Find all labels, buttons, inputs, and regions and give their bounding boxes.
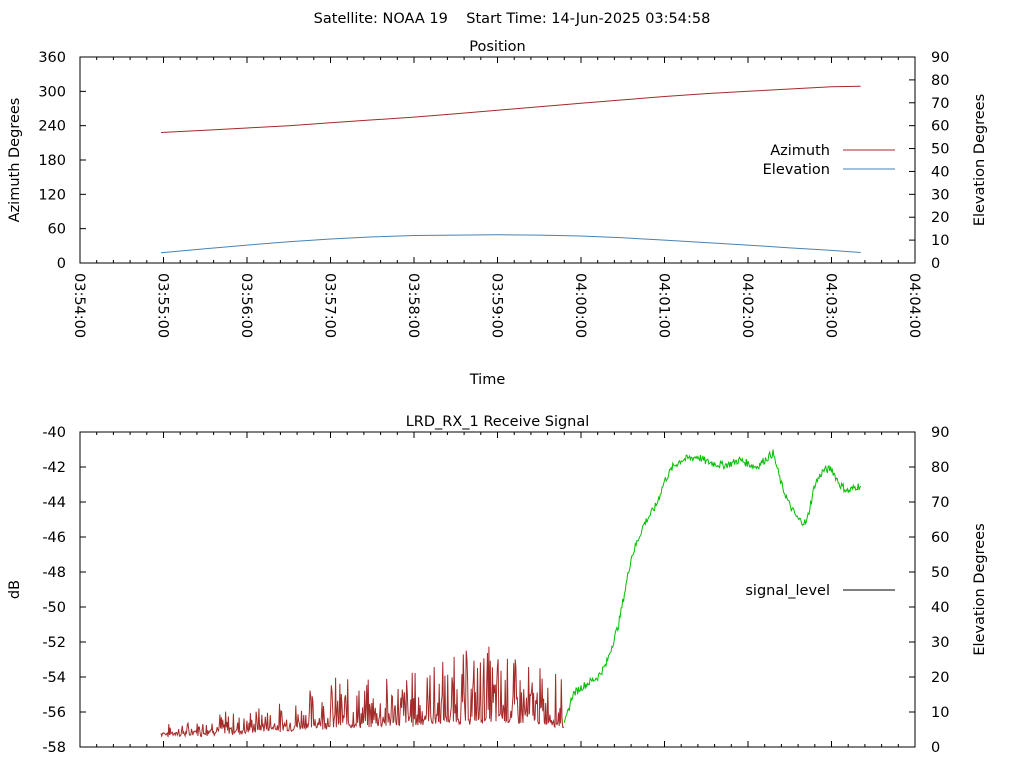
signal-y2-tick-label: 30 xyxy=(931,635,949,651)
signal-y2-tick-label: 10 xyxy=(931,705,949,721)
position-y2-tick-label: 10 xyxy=(931,233,949,249)
position-y-tick-label: 300 xyxy=(38,84,66,100)
position-plot-frame xyxy=(79,56,916,264)
signal-title: LRD_RX_1 Receive Signal xyxy=(406,414,590,430)
signal-y-axis-label: dB xyxy=(7,580,23,599)
position-x-tick-label: 03:57:00 xyxy=(322,273,338,338)
position-y2-tick-label: 30 xyxy=(931,187,949,203)
signal-y-tick-label: -40 xyxy=(42,425,66,441)
position-y-tick-label: 180 xyxy=(38,153,66,169)
legend-label-elevation: Elevation xyxy=(763,162,830,178)
position-x-tick-label: 03:55:00 xyxy=(155,273,171,338)
series-line-elevation xyxy=(160,234,861,254)
signal-level-line-segment-1 xyxy=(160,646,565,738)
position-y2-tick-label: 50 xyxy=(931,142,949,158)
signal-y2-axis-label: Elevation Degrees xyxy=(972,523,988,655)
position-x-tick-label: 03:59:00 xyxy=(489,273,505,338)
position-x-axis-label: Time xyxy=(469,372,506,388)
position-y2-tick-label: 90 xyxy=(931,50,949,66)
receive-signal-plot: LRD_RX_1 Receive Signal -40 -42 -44 -46 -48 -5… xyxy=(7,414,988,756)
position-y2-tick-label: 40 xyxy=(931,164,949,180)
position-x-tick-label: 04:03:00 xyxy=(823,273,839,338)
signal-y2-tick-label: 40 xyxy=(931,600,949,616)
legend-label-azimuth: Azimuth xyxy=(770,143,830,159)
position-y-tick-label: 240 xyxy=(38,119,66,135)
chart-header: Satellite: NOAA 19 Start Time: 14-Jun-20… xyxy=(314,11,711,27)
position-y2-tick-label: 0 xyxy=(931,256,940,272)
position-x-tick-label: 03:56:00 xyxy=(238,273,254,338)
position-plot: Position 03:54:00 03:55:00 03:56:00 03:57:00… xyxy=(7,39,988,388)
signal-y-tick-label: -42 xyxy=(42,460,66,476)
series-line-azimuth xyxy=(160,85,861,133)
position-y2-tick-label: 70 xyxy=(931,96,949,112)
position-y-tick-label: 120 xyxy=(38,187,66,203)
position-y-tick-label: 360 xyxy=(38,50,66,66)
position-y-tick-label: 0 xyxy=(57,256,66,272)
signal-y-tick-label: -54 xyxy=(42,670,66,686)
position-y2-tick-label: 20 xyxy=(931,210,949,226)
position-x-tick-label: 04:01:00 xyxy=(656,273,672,338)
signal-y-tick-label: -46 xyxy=(42,530,66,546)
position-x-tick-label: 04:00:00 xyxy=(572,273,588,338)
legend-label-signal-level: signal_level xyxy=(745,583,830,599)
signal-y-tick-label: -50 xyxy=(42,600,66,616)
signal-y-tick-label: -44 xyxy=(42,495,66,511)
signal-y-tick-label: -48 xyxy=(42,565,66,581)
signal-y2-tick-label: 90 xyxy=(931,425,949,441)
signal-y2-tick-label: 80 xyxy=(931,460,949,476)
signal-y-tick-label: -52 xyxy=(42,635,66,651)
position-x-tick-label: 03:54:00 xyxy=(71,273,87,338)
position-y-axis-label: Azimuth Degrees xyxy=(7,98,23,223)
position-y2-axis-label: Elevation Degrees xyxy=(972,94,988,226)
signal-y2-tick-label: 50 xyxy=(931,565,949,581)
position-title: Position xyxy=(469,39,525,55)
signal-y-tick-label: -56 xyxy=(42,705,66,721)
position-x-tick-label: 04:04:00 xyxy=(906,273,922,338)
position-y2-tick-label: 80 xyxy=(931,73,949,89)
position-y2-tick-label: 60 xyxy=(931,119,949,135)
position-y-tick-label: 60 xyxy=(48,222,66,238)
signal-level-line-segment-2 xyxy=(563,449,862,723)
position-x-tick-label: 04:02:00 xyxy=(739,273,755,338)
signal-y2-tick-label: 60 xyxy=(931,530,949,546)
signal-y2-tick-label: 20 xyxy=(931,670,949,686)
signal-y2-tick-label: 70 xyxy=(931,495,949,511)
signal-y-tick-label: -58 xyxy=(42,740,66,756)
position-x-tick-label: 03:58:00 xyxy=(405,273,421,338)
signal-y2-tick-label: 0 xyxy=(931,740,940,756)
